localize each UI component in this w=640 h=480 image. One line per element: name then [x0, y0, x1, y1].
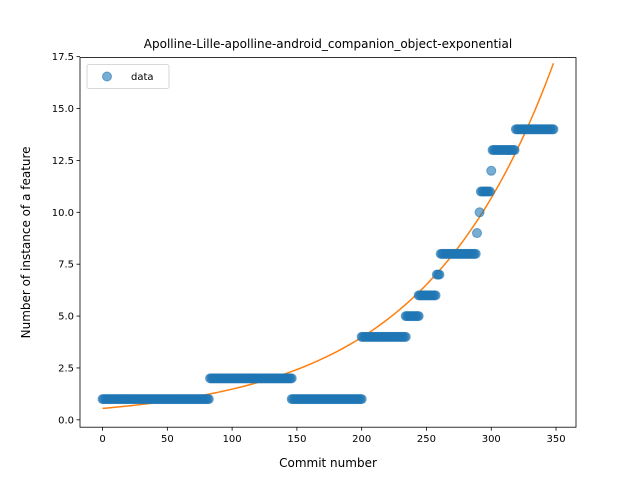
data-point: [413, 311, 424, 322]
data-point: [486, 165, 497, 176]
x-tick-label: 0: [99, 434, 105, 445]
data-point: [286, 373, 297, 384]
x-axis: 0 50 100 150 200 250 300 350: [99, 427, 566, 445]
x-axis-label: Commit number: [279, 456, 377, 470]
y-tick-label: 0.0: [58, 415, 74, 426]
legend-marker-data: [102, 71, 112, 82]
x-tick-label: 250: [417, 434, 436, 445]
data-point: [470, 248, 481, 259]
y-tick-label: 5.0: [58, 312, 74, 323]
x-tick-label: 350: [546, 434, 565, 445]
x-tick-label: 300: [482, 434, 501, 445]
y-tick-label: 7.5: [58, 260, 74, 271]
points-layer: [97, 124, 559, 405]
plot-area: [97, 62, 559, 410]
y-axis: 0.0 2.5 5.0 7.5 10.0 12.5 15.0 17.5: [52, 52, 80, 426]
x-tick-label: 150: [287, 434, 306, 445]
data-point: [484, 186, 495, 197]
data-point: [400, 331, 411, 342]
legend: data: [86, 64, 170, 89]
y-tick-label: 17.5: [52, 52, 74, 63]
legend-label-data: data: [131, 72, 154, 83]
axes-frame: [79, 57, 577, 428]
y-tick-label: 2.5: [58, 363, 74, 374]
data-point: [430, 290, 441, 301]
x-tick-label: 100: [223, 434, 242, 445]
data-point: [509, 145, 520, 156]
x-tick-label: 50: [161, 434, 174, 445]
y-axis-label: Number of instance of a feature: [19, 146, 33, 338]
data-point: [472, 228, 483, 239]
data-point: [203, 394, 214, 405]
y-tick-label: 10.0: [52, 208, 74, 219]
x-tick-label: 200: [352, 434, 371, 445]
y-tick-label: 15.0: [52, 104, 74, 115]
data-point: [356, 394, 367, 405]
chart-title: Apolline-Lille-apolline-android_companio…: [144, 37, 512, 51]
legend-box: [86, 64, 170, 89]
data-point: [474, 207, 485, 218]
data-point: [434, 269, 445, 280]
data-point: [548, 124, 559, 135]
y-tick-label: 12.5: [52, 156, 74, 167]
